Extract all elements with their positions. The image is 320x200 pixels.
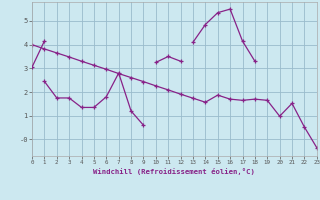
X-axis label: Windchill (Refroidissement éolien,°C): Windchill (Refroidissement éolien,°C): [93, 168, 255, 175]
